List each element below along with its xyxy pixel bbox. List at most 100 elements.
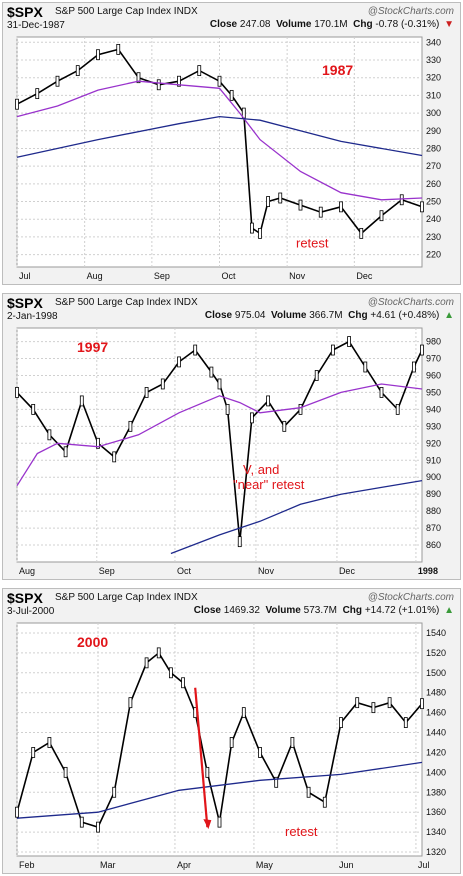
ma200-line: [16, 761, 423, 819]
x-tick-label: Aug: [87, 271, 103, 281]
price-bar: [322, 796, 327, 808]
price-bar: [136, 72, 141, 84]
price-bar: [177, 356, 181, 368]
price-bar: [379, 210, 384, 222]
index-name: S&P 500 Large Cap Index INDX: [55, 6, 198, 17]
price-bar: [31, 747, 36, 758]
y-tick-label: 1340: [426, 827, 446, 837]
y-tick-label: 1440: [426, 728, 446, 738]
price-bar: [225, 403, 230, 415]
x-tick-label: May: [256, 860, 274, 870]
price-bar: [209, 366, 214, 378]
chart-date: 3-Jul-2000: [7, 606, 55, 617]
brand-logo[interactable]: @StockCharts.com: [367, 592, 454, 603]
y-tick-label: 330: [426, 55, 441, 65]
price-bar: [290, 737, 295, 748]
price-bar: [229, 737, 234, 748]
price-bar: [241, 707, 246, 719]
x-tick-label: Sep: [154, 271, 170, 281]
volume-value: 573.7M: [303, 605, 338, 616]
volume-value: 170.1M: [314, 19, 348, 30]
y-tick-label: 220: [426, 250, 441, 260]
price-bar: [112, 786, 117, 798]
x-tick-label: Jul: [418, 860, 430, 870]
price-bar: [47, 737, 52, 748]
price-bar: [96, 437, 100, 449]
price-bar: [128, 697, 133, 709]
price-line: [16, 48, 423, 235]
brand-logo[interactable]: @StockCharts.com: [367, 297, 454, 308]
symbol: $SPX: [7, 4, 43, 20]
price-bar: [47, 429, 52, 441]
price-bar: [15, 387, 19, 398]
y-tick-label: 1500: [426, 668, 446, 678]
price-bar: [399, 194, 404, 206]
price-bar: [379, 387, 384, 398]
price-bar: [347, 336, 352, 347]
price-bar: [278, 192, 283, 204]
price-bar: [420, 344, 424, 356]
volume-value: 366.7M: [309, 310, 343, 321]
symbol: $SPX: [7, 295, 43, 311]
price-bar: [116, 43, 121, 55]
chg-value: +14.72 (+1.01%): [364, 605, 440, 616]
x-tick-label: Dec: [339, 566, 356, 576]
price-bar: [395, 403, 400, 415]
y-tick-label: 1400: [426, 767, 446, 777]
y-tick-label: 1480: [426, 688, 446, 698]
chart-panel-2000: $SPX S&P 500 Large Cap Index INDX @Stock…: [2, 588, 461, 874]
up-arrow-icon: ▲: [444, 605, 454, 616]
price-bar: [181, 677, 185, 689]
price-bar: [217, 816, 222, 828]
price-bar: [371, 702, 376, 714]
quote-line: Close 975.04 Volume 366.7M Chg +4.61 (+0…: [204, 310, 454, 321]
price-bar: [298, 403, 303, 415]
price-chart: 220 230 240 250 260 270 280 290 300 310 320 330 340 J…: [15, 36, 441, 281]
price-line: [16, 651, 423, 829]
x-tick-label: 1998: [418, 566, 438, 576]
price-bar: [237, 536, 242, 548]
y-tick-label: 1420: [426, 747, 446, 757]
chart-date: 31-Dec-1987: [7, 20, 65, 31]
index-name: S&P 500 Large Cap Index INDX: [55, 297, 198, 308]
x-tick-label: Jun: [339, 860, 354, 870]
price-bar: [306, 786, 311, 798]
price-bar: [339, 717, 343, 728]
price-bar: [420, 698, 424, 710]
y-tick-label: 930: [426, 421, 441, 431]
price-bar: [156, 647, 161, 659]
price-bar: [266, 196, 271, 207]
x-tick-label: Jul: [19, 271, 31, 281]
price-bar: [258, 227, 262, 239]
ma50-line: [16, 80, 423, 201]
quote-line: Close 247.08 Volume 170.1M Chg -0.78 (-0…: [209, 19, 454, 30]
price-bar: [156, 79, 161, 91]
retest-label: "near" retest: [233, 477, 305, 492]
y-tick-label: 1380: [426, 787, 446, 797]
price-bar: [112, 451, 117, 463]
price-bar: [205, 766, 210, 778]
price-bar: [197, 65, 202, 77]
price-bar: [168, 667, 173, 679]
price-bar: [420, 201, 424, 213]
x-tick-label: Nov: [258, 566, 275, 576]
y-tick-label: 970: [426, 354, 441, 364]
y-tick-label: 950: [426, 387, 441, 397]
year-label: 1987: [322, 62, 353, 78]
retest-label: V, and: [243, 462, 279, 477]
chart-panel-1997: $SPX S&P 500 Large Cap Index INDX @Stock…: [2, 293, 461, 580]
y-tick-label: 1460: [426, 708, 446, 718]
price-bar: [339, 201, 343, 213]
price-bar: [249, 412, 254, 424]
price-bar: [160, 378, 165, 390]
y-tick-label: 940: [426, 404, 441, 414]
symbol: $SPX: [7, 590, 43, 606]
y-tick-label: 310: [426, 90, 441, 100]
x-tick-label: Mar: [100, 860, 116, 870]
y-tick-label: 300: [426, 108, 441, 118]
y-tick-label: 240: [426, 214, 441, 224]
brand-logo[interactable]: @StockCharts.com: [367, 6, 454, 17]
price-bar: [79, 816, 84, 828]
price-bar: [31, 403, 36, 415]
y-tick-label: 960: [426, 370, 441, 380]
